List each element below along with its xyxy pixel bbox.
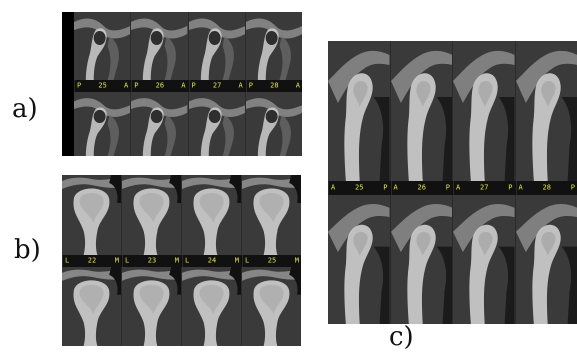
panel-c: A 25 P A 26 P A 27 P A 28 P [328, 41, 577, 324]
figure-label-a: a) [12, 96, 38, 122]
orientation-left: L [125, 258, 129, 265]
slice-number: 28 [543, 185, 551, 192]
scan-thumbnail [391, 41, 453, 181]
panel-b: L 22 M L 23 M L 24 M L 25 M [62, 175, 301, 346]
orientation-left: A [394, 185, 398, 192]
scan-thumbnail [516, 195, 577, 324]
orientation-left: L [65, 258, 69, 265]
orientation-right: A [124, 83, 128, 90]
panel-a-label-cell: P 28 A [246, 80, 302, 92]
panel-a-label-row: P 25 A P 26 A P 27 A P 28 A [74, 80, 302, 92]
panel-b-top-row [62, 175, 301, 255]
scan-thumbnail [131, 92, 187, 156]
scan-thumbnail [453, 195, 515, 324]
panel-c-label-cell: A 27 P [453, 181, 515, 195]
scan-thumbnail [189, 12, 245, 80]
scan-thumbnail [391, 195, 453, 324]
scan-thumbnail [328, 41, 390, 181]
orientation-right: A [296, 83, 300, 90]
orientation-left: A [519, 185, 523, 192]
orientation-left: P [249, 83, 253, 90]
orientation-left: P [77, 83, 81, 90]
orientation-right: A [239, 83, 243, 90]
orientation-right: P [508, 185, 512, 192]
slice-number: 28 [270, 83, 278, 90]
orientation-left: L [245, 258, 249, 265]
panel-c-label-cell: A 25 P [328, 181, 390, 195]
slice-number: 25 [98, 83, 106, 90]
orientation-right: M [235, 258, 239, 265]
slice-number: 23 [148, 258, 156, 265]
panel-b-label-row: L 22 M L 23 M L 24 M L 25 M [62, 255, 301, 267]
panel-c-label-row: A 25 P A 26 P A 27 P A 28 P [328, 181, 577, 195]
panel-b-label-cell: L 24 M [182, 255, 241, 267]
scan-thumbnail [131, 12, 187, 80]
scan-thumbnail [246, 92, 302, 156]
slice-number: 25 [355, 185, 363, 192]
scan-thumbnail [74, 92, 130, 156]
orientation-left: P [192, 83, 196, 90]
scan-thumbnail [62, 175, 121, 255]
scan-thumbnail [516, 41, 577, 181]
panel-a-bottom-row [74, 92, 302, 156]
orientation-left: P [134, 83, 138, 90]
scan-thumbnail [242, 267, 301, 346]
scan-thumbnail [246, 12, 302, 80]
scan-thumbnail [182, 267, 241, 346]
scan-thumbnail [182, 175, 241, 255]
panel-c-label-cell: A 26 P [391, 181, 453, 195]
slice-number: 22 [88, 258, 96, 265]
slice-number: 24 [208, 258, 216, 265]
slice-number: 25 [268, 258, 276, 265]
slice-number: 26 [156, 83, 164, 90]
panel-b-label-cell: L 23 M [122, 255, 181, 267]
orientation-right: P [571, 185, 575, 192]
panel-c-label-cell: A 28 P [516, 181, 577, 195]
scan-thumbnail [62, 267, 121, 346]
orientation-left: A [456, 185, 460, 192]
panel-a-label-cell: P 26 A [131, 80, 187, 92]
orientation-right: P [383, 185, 387, 192]
scan-thumbnail [122, 175, 181, 255]
figure-label-c: c) [389, 324, 414, 350]
figure-label-b: b) [14, 237, 41, 263]
orientation-right: M [115, 258, 119, 265]
slice-number: 27 [480, 185, 488, 192]
orientation-right: M [295, 258, 299, 265]
panel-a-top-row [74, 12, 302, 80]
orientation-left: A [331, 185, 335, 192]
panel-c-bottom-row [328, 195, 577, 324]
panel-b-bottom-row [62, 267, 301, 346]
scan-thumbnail [328, 195, 390, 324]
panel-a-label-cell: P 25 A [74, 80, 130, 92]
orientation-left: L [185, 258, 189, 265]
panel-a: P 25 A P 26 A P 27 A P 28 A [62, 12, 302, 156]
panel-a-black-strip [62, 12, 74, 156]
orientation-right: P [446, 185, 450, 192]
panel-a-label-cell: P 27 A [189, 80, 245, 92]
panel-c-top-row [328, 41, 577, 181]
panel-b-label-cell: L 22 M [62, 255, 121, 267]
scan-thumbnail [453, 41, 515, 181]
orientation-right: M [175, 258, 179, 265]
scan-thumbnail [122, 267, 181, 346]
scan-thumbnail [74, 12, 130, 80]
panel-b-label-cell: L 25 M [242, 255, 301, 267]
orientation-right: A [181, 83, 185, 90]
scan-thumbnail [189, 92, 245, 156]
scan-thumbnail [242, 175, 301, 255]
slice-number: 26 [418, 185, 426, 192]
slice-number: 27 [213, 83, 221, 90]
